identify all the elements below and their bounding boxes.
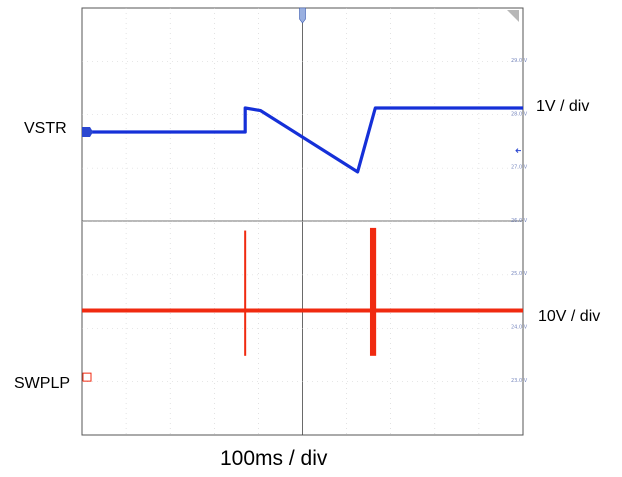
voltage-tick-label: 27.0 V [511,165,528,171]
voltage-tick-label: 23.0 V [511,378,528,384]
time-scale-label: 100ms / div [220,447,328,470]
swplp-spike [244,230,247,356]
voltage-tick-label: 24.0 V [511,325,528,331]
channel1-scale: 1V / div [536,98,590,115]
corner-indicator-icon [507,10,519,22]
trigger-position-marker [299,7,306,24]
voltage-tick-label: 28.0 V [511,111,528,117]
channel1-name: VSTR [24,120,67,137]
channel2-marker [82,372,92,382]
voltage-tick-label: 26.0 V [511,218,528,224]
voltage-tick-label: 29.0 V [511,58,528,64]
channel1-marker [82,126,93,137]
swplp-spike [369,227,377,356]
vstr-trace [82,106,523,174]
channel2-name: SWPLP [14,375,71,392]
channel2-scale: 10V / div [538,308,601,325]
trigger-level-arrow [515,148,521,153]
voltage-tick-label: 25.0 V [511,271,528,277]
